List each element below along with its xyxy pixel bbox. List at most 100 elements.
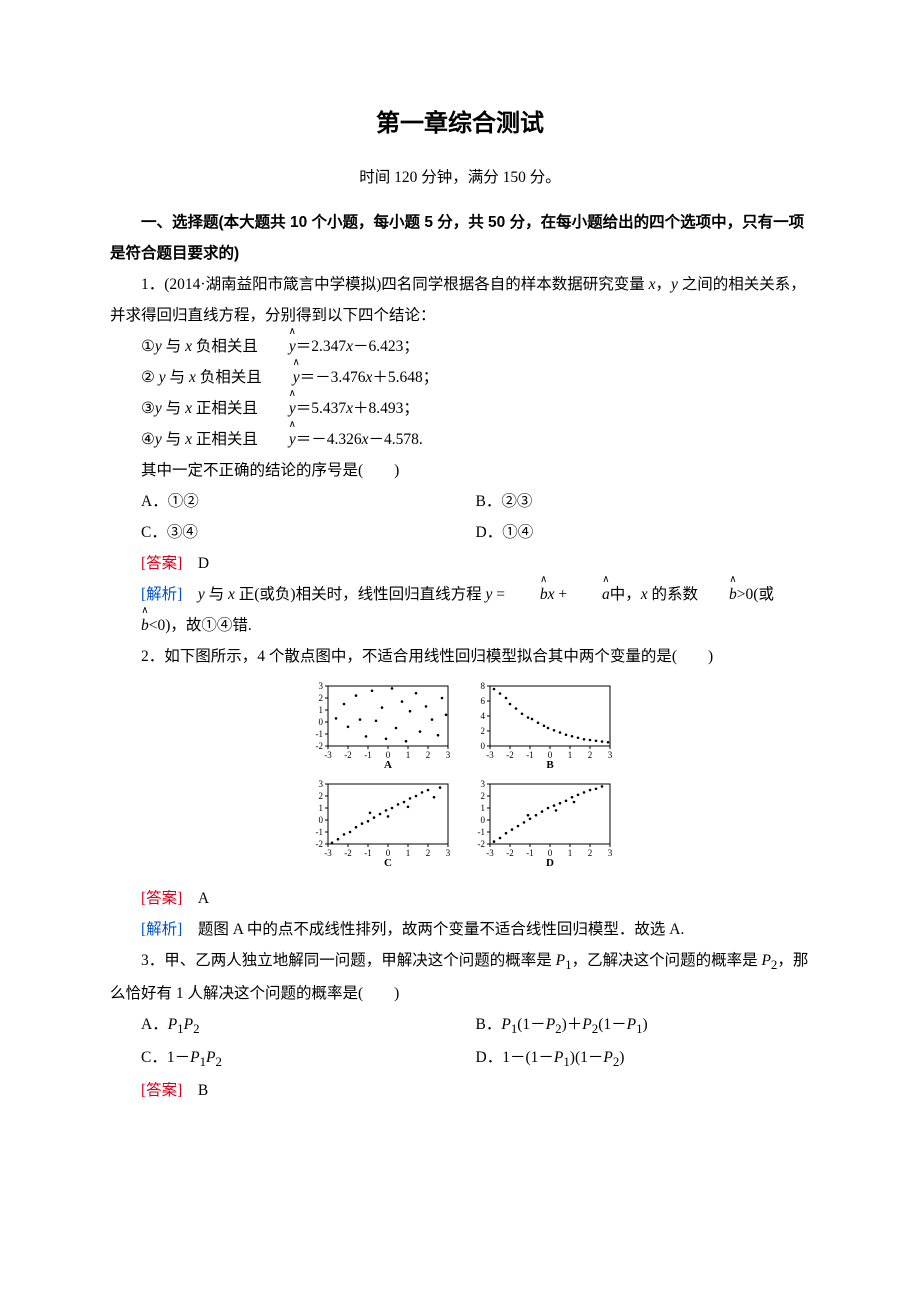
q1-exp-bhat2: b	[698, 579, 737, 610]
q1-stem-text-a: 1．(2014·湖南益阳市箴言中学模拟)四名同学根据各自的样本数据研究变量	[141, 276, 649, 293]
q1-l2-x: x	[189, 369, 196, 386]
q3-options-row2: C．1－P1P2 D．1－(1－P1)(1－P2)	[110, 1042, 810, 1075]
q3-option-b: B．P1(1－P2)＋P2(1－P1)	[476, 1009, 811, 1042]
q3-stem-b: ，乙解决这个问题的概率是	[572, 952, 762, 969]
q1-exp-eqeq: =	[492, 586, 509, 603]
q1-stem: 1．(2014·湖南益阳市箴言中学模拟)四名同学根据各自的样本数据研究变量 x，…	[110, 269, 810, 331]
q1-l3-num: ③	[141, 400, 155, 417]
q1-l1-x2: x	[346, 338, 353, 355]
q1-l1-coef: ＝2.347	[296, 338, 346, 355]
q2-explanation: [解析] 题图 A 中的点不成线性排列，故两个变量不适合线性回归模型．故选 A.	[110, 914, 810, 945]
svg-text:-1: -1	[364, 848, 372, 858]
q1-l4-coef: ＝－4.326	[296, 431, 362, 448]
svg-text:D: D	[546, 857, 554, 868]
q1-l2-y: y	[159, 369, 166, 386]
svg-text:2: 2	[588, 848, 593, 858]
q2-answer-label: [答案]	[141, 890, 182, 907]
svg-text:-3: -3	[324, 848, 332, 858]
page-title: 第一章综合测试	[110, 100, 810, 148]
scatter-plot-c: -3-2-10123-2-10123C	[304, 778, 454, 868]
q1-l4-rel: 正相关且	[192, 431, 258, 448]
q1-exp-sp	[182, 586, 198, 603]
svg-text:3: 3	[608, 750, 613, 760]
q1-l3-sep: 与	[162, 400, 185, 417]
svg-text:A: A	[384, 759, 392, 770]
q2-stem: 2．如下图所示，4 个散点图中，不适合用线性回归模型拟合其中两个变量的是( )	[110, 641, 810, 672]
page-subtitle: 时间 120 分钟，满分 150 分。	[110, 162, 810, 193]
svg-text:-1: -1	[316, 729, 324, 739]
q1-exp-e: >0(或	[737, 586, 774, 603]
svg-text:2: 2	[319, 693, 324, 703]
svg-text:1: 1	[568, 848, 573, 858]
svg-text:-2: -2	[478, 839, 486, 849]
svg-text:2: 2	[319, 791, 324, 801]
svg-text:4: 4	[481, 711, 486, 721]
section-heading: 一、选择题(本大题共 10 个小题，每小题 5 分，共 50 分，在每小题给出的…	[110, 207, 810, 269]
svg-text:-1: -1	[526, 848, 534, 858]
q1-l1-num: ①	[141, 338, 155, 355]
q1-exp-y: y	[198, 586, 205, 603]
q3-optC-p2s: 2	[215, 1054, 221, 1069]
q1-exp-ahat: a	[571, 579, 610, 610]
q1-exp-f: <0)，故①④错.	[149, 617, 252, 634]
svg-text:6: 6	[481, 696, 486, 706]
svg-text:C: C	[384, 857, 392, 868]
q1-l2-num: ②	[141, 369, 159, 386]
q3-option-c: C．1－P1P2	[141, 1042, 476, 1075]
q1-exp-plus: +	[555, 586, 572, 603]
q1-ask: 其中一定不正确的结论的序号是( )	[110, 455, 810, 486]
q3-answer: [答案] B	[110, 1075, 810, 1106]
q3-optC-lead: C．1－	[141, 1049, 190, 1066]
q3-stem: 3．甲、乙两人独立地解同一问题，甲解决这个问题的概率是 P1，乙解决这个问题的概…	[110, 945, 810, 1009]
svg-text:3: 3	[446, 750, 451, 760]
q1-item-2: ② y 与 x 负相关且y＝－3.476x＋5.648；	[110, 362, 810, 393]
svg-text:-1: -1	[316, 827, 324, 837]
q1-item-3: ③y 与 x 正相关且y＝5.437x＋8.493；	[110, 393, 810, 424]
q3-optB-lead: B．	[476, 1016, 502, 1033]
q3-optB-d: (1－	[598, 1016, 626, 1033]
q1-answer-value: D	[182, 555, 209, 572]
svg-text:1: 1	[406, 750, 411, 760]
q1-option-b: B．②③	[476, 486, 811, 517]
q1-answer-label: [答案]	[141, 555, 182, 572]
svg-text:-2: -2	[316, 839, 324, 849]
q2-fig-row-1: -3-2-10123-2-10123A-3-2-1012302468B	[298, 678, 622, 776]
svg-text:B: B	[546, 759, 554, 770]
q3-optD-p2: P	[603, 1049, 612, 1066]
svg-text:2: 2	[588, 750, 593, 760]
q2-exp-label: [解析]	[141, 921, 182, 938]
q3-p1: P	[556, 952, 565, 969]
svg-text:-2: -2	[316, 741, 324, 751]
svg-text:1: 1	[406, 848, 411, 858]
q3-answer-value: B	[182, 1082, 208, 1099]
q3-optA-lead: A．	[141, 1016, 168, 1033]
q2-fig-row-2: -3-2-10123-2-10123C-3-2-10123-2-10123D	[298, 776, 622, 874]
q1-exp-x: x	[228, 586, 235, 603]
svg-text:-3: -3	[324, 750, 332, 760]
q3-optB-p1b: P	[627, 1016, 636, 1033]
q3-p2: P	[761, 952, 770, 969]
svg-text:2: 2	[481, 726, 486, 736]
q3-optB-e: )	[643, 1016, 648, 1033]
svg-text:-1: -1	[478, 827, 486, 837]
svg-text:3: 3	[446, 848, 451, 858]
q3-optD-b: )(1－	[570, 1049, 604, 1066]
q3-optA-p2: P	[184, 1016, 193, 1033]
q1-exp-x2: x	[641, 586, 648, 603]
q1-options-row2: C．③④ D．①④	[110, 517, 810, 548]
q1-l3-y: y	[155, 400, 162, 417]
q1-exp-d: 的系数	[648, 586, 698, 603]
svg-text:3: 3	[481, 779, 486, 789]
q1-l4-num: ④	[141, 431, 155, 448]
q1-exp-b: 与	[205, 586, 228, 603]
q1-l4-x: x	[185, 431, 192, 448]
q1-l2-coef: ＝－3.476	[300, 369, 366, 386]
q1-option-d: D．①④	[476, 517, 811, 548]
q3-optD-c: )	[619, 1049, 624, 1066]
svg-text:-2: -2	[344, 750, 352, 760]
q1-l4-tail: －4.578.	[369, 431, 423, 448]
q1-l2-sep: 与	[166, 369, 189, 386]
svg-text:3: 3	[319, 681, 324, 691]
q1-exp-bhat: b	[509, 579, 548, 610]
q3-options-row1: A．P1P2 B．P1(1－P2)＋P2(1－P1)	[110, 1009, 810, 1042]
